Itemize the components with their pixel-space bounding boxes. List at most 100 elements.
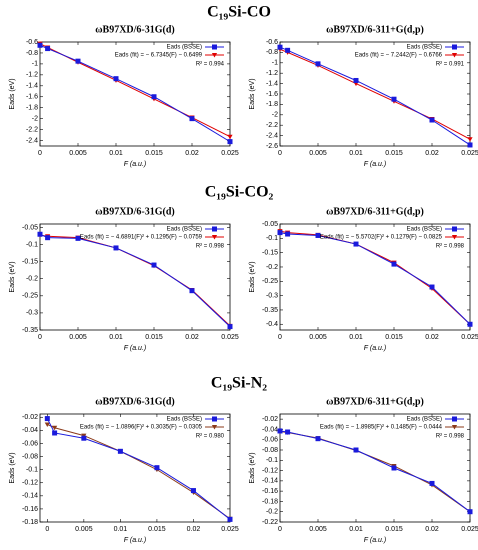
marker [429,284,435,290]
marker [467,509,473,515]
legend-label: Eads (BSSE) [407,45,442,51]
legend-marker [211,425,218,430]
y-tick-label: -0.14 [262,478,278,485]
chart-title: ωB97XD/6-31G(d) [95,206,175,217]
marker [353,447,359,453]
marker [154,465,160,471]
marker [353,241,359,247]
x-axis-label: F (a.u.) [364,161,386,168]
marker [113,245,119,251]
x-tick-label: 0.015 [385,150,403,157]
x-tick-label: 0.01 [114,526,128,533]
marker [391,96,397,102]
y-tick-label: -0.14 [22,493,38,500]
x-axis-label: F (a.u.) [124,161,146,168]
legend-marker [451,425,458,430]
x-tick-label: 0.005 [309,150,327,157]
section-title: C₁₉Si-CO [207,4,271,21]
y-axis-label: Eads (eV) [249,261,256,292]
y-axis-label: Eads (eV) [9,261,16,292]
y-tick-label: -0.3 [266,292,278,299]
marker [45,46,51,52]
x-tick-label: 0.02 [185,150,199,157]
y-tick-label: -0.8 [266,49,278,56]
y-axis-label: Eads (eV) [249,78,256,109]
y-axis-label: Eads (eV) [249,452,256,483]
marker [189,116,195,122]
x-tick-label: 0.01 [349,334,363,341]
legend-label: Eads (BSSE) [167,45,202,51]
y-tick-label: -0.16 [262,488,278,495]
y-tick-label: -0.08 [22,453,38,460]
x-tick-label: 0 [278,526,282,533]
x-tick-label: 0.02 [425,526,439,533]
annotation: R² = 0.994 [196,62,225,68]
annotation: R² = 0.991 [436,62,465,68]
y-tick-label: -2.4 [26,137,38,144]
y-tick-label: -0.02 [22,414,38,421]
y-tick-label: -0.04 [22,427,38,434]
y-tick-label: -1.8 [266,101,278,108]
plot-frame [279,223,471,331]
chart-title: ωB97XD/6-311+G(d,p) [326,206,424,217]
y-tick-label: -2.4 [266,132,278,139]
y-tick-label: -0.6 [266,39,278,46]
annotation: R² = 0.998 [436,244,465,250]
marker [44,416,50,422]
y-tick-label: -0.2 [266,264,278,271]
x-tick-label: 0.02 [187,526,201,533]
plot-frame [279,413,471,523]
y-axis-label: Eads (eV) [9,452,16,483]
y-tick-label: -0.4 [266,321,278,328]
x-tick-label: 0.025 [221,150,239,157]
y-tick-label: -0.05 [22,224,38,231]
x-axis-label: F (a.u.) [124,345,146,352]
y-tick-label: -0.1 [266,457,278,464]
annotation: R² = 0.998 [436,434,465,440]
y-axis-label: Eads (eV) [9,78,16,109]
marker [75,235,81,241]
x-tick-label: 0.01 [349,150,363,157]
legend-marker [212,416,217,422]
marker [315,61,321,67]
marker [315,436,321,442]
x-tick-label: 0.025 [221,334,239,341]
legend-marker [211,53,218,58]
legend-marker [451,53,458,58]
y-tick-label: -2 [272,112,278,119]
marker [277,230,283,236]
marker [151,94,157,100]
legend-marker [452,416,457,422]
y-tick-label: -0.15 [22,258,38,265]
y-tick-label: -0.25 [22,293,38,300]
x-axis-label: F (a.u.) [364,345,386,352]
marker [227,139,233,145]
marker [285,429,291,435]
marker [44,422,50,427]
marker [52,425,58,431]
x-tick-label: 0.005 [75,526,93,533]
marker [37,42,43,48]
y-tick-label: -0.15 [262,249,278,256]
y-tick-label: -0.1 [26,241,38,248]
x-tick-label: 0.015 [145,150,163,157]
x-tick-label: 0 [278,150,282,157]
y-tick-label: -1 [272,60,278,67]
y-tick-label: -2.6 [266,143,278,150]
legend-label: Eads (fit) = − 5.5702(F)² + 0.1279(F) − … [320,235,443,241]
x-tick-label: 0 [45,526,49,533]
x-tick-label: 0.025 [221,526,239,533]
section-title: C₁₉Si-N₂ [211,375,267,392]
x-tick-label: 0.025 [461,334,478,341]
marker [467,137,473,142]
chart-title: ωB97XD/6-311+G(d,p) [326,24,424,35]
marker [227,516,233,522]
chart-title: ωB97XD/6-31G(d) [95,396,175,407]
legend-marker [452,226,457,232]
plot-frame [39,413,231,523]
chart-title: ωB97XD/6-31G(d) [95,24,175,35]
x-tick-label: 0.025 [461,526,478,533]
y-tick-label: -0.05 [262,221,278,228]
x-tick-label: 0.02 [185,334,199,341]
